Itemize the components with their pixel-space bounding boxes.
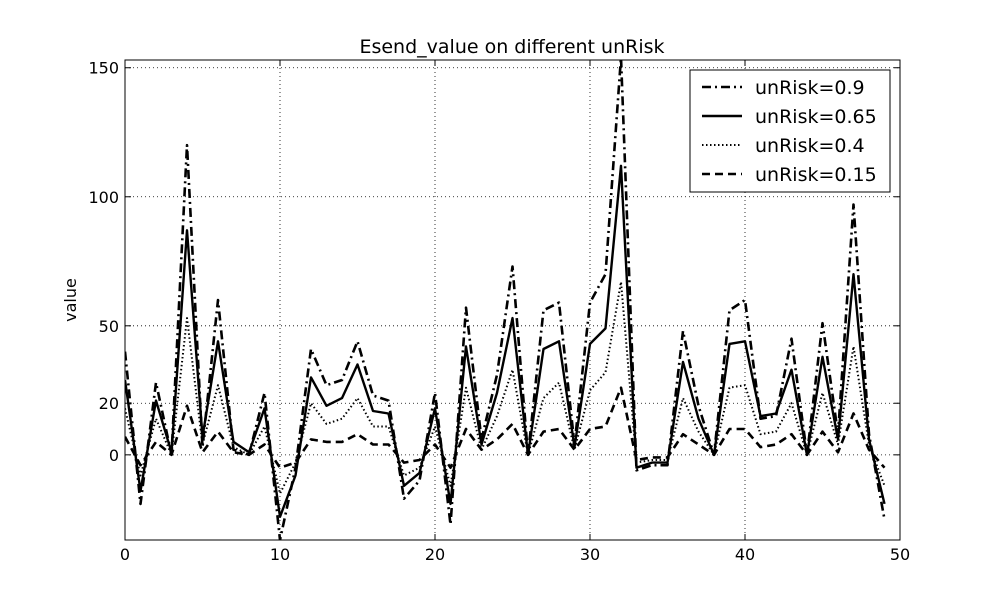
series-line-unrisk-0-65 (125, 164, 886, 518)
axis-ticks: 0 10 20 30 40 50 0 20 50 100 150 (88, 59, 910, 564)
x-tick-label: 20 (425, 545, 445, 564)
chart-title: Esend_value on different unRisk (359, 36, 664, 58)
legend-label: unRisk=0.65 (755, 106, 877, 128)
legend-label: unRisk=0.4 (755, 135, 865, 157)
y-tick-label: 50 (99, 317, 119, 336)
x-tick-label: 50 (890, 545, 910, 564)
legend-box (689, 69, 891, 193)
y-tick-label: 0 (109, 446, 119, 465)
y-axis-label: value (61, 278, 80, 322)
legend-label: unRisk=0.15 (755, 164, 877, 186)
y-tick-label: 20 (99, 394, 119, 413)
legend-label: unRisk=0.9 (755, 77, 865, 99)
series-line-unrisk-0-15 (125, 386, 886, 470)
x-tick-label: 10 (270, 545, 290, 564)
legend: unRisk=0.9 unRisk=0.65 unRisk=0.4 unRisk=0.… (689, 69, 891, 193)
plot-series (125, 60, 886, 540)
y-tick-label: 150 (88, 59, 119, 78)
plot-area-frame (124, 59, 901, 541)
x-tick-label: 30 (580, 545, 600, 564)
y-tick-label: 100 (88, 188, 119, 207)
x-tick-label: 0 (120, 545, 130, 564)
x-tick-label: 40 (735, 545, 755, 564)
